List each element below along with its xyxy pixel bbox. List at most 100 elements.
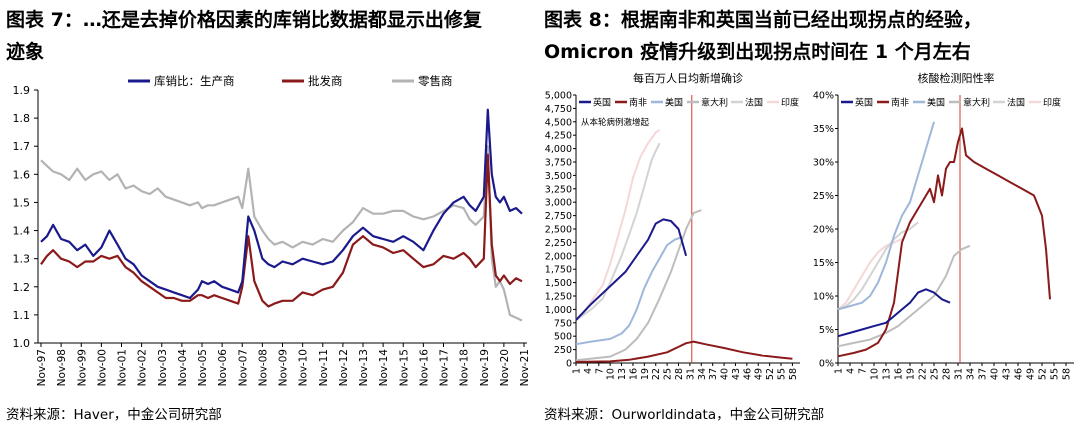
y-tick-label: 1.3	[13, 253, 31, 266]
y-tick-label: 2,750	[545, 211, 572, 222]
y-tick-label: 25%	[813, 191, 834, 202]
legend-label-4: 法国	[745, 97, 763, 109]
legend-label-3: 意大利	[701, 97, 728, 109]
y-tick-label: 4,750	[545, 104, 572, 115]
x-tick-label: Nov-99	[76, 349, 88, 386]
left-figure-panel: 图表 7：…还是去掉价格因素的库销比数据都显示出修复 迹象 1.0 1.1 1.2 1…	[0, 0, 532, 428]
x-tick-label: Nov-13	[358, 349, 370, 386]
legend-label-0: 英国	[593, 97, 611, 109]
x-tick-label: 4	[846, 368, 857, 374]
y-tick-label: 1,250	[545, 292, 572, 303]
legend-label-1: 南非	[891, 97, 909, 109]
x-tick-label: 19	[906, 368, 917, 380]
y-tick-label: 1.0	[13, 337, 31, 350]
y-tick-label: 1,750	[545, 265, 572, 276]
x-tick-label: Nov-03	[157, 349, 169, 386]
x-tick-label: Nov-08	[257, 349, 269, 386]
series-line-3	[575, 209, 702, 362]
y-tick-label: 20%	[813, 225, 834, 236]
x-tick-label: Nov-17	[439, 349, 451, 386]
series-line-4	[575, 142, 661, 321]
legend-label-2: 美国	[665, 97, 683, 109]
y-tick-label: 2,250	[545, 238, 572, 249]
x-tick-label: Nov-18	[459, 349, 471, 386]
y-tick-label: 40%	[813, 91, 834, 102]
y-tick-label: 4,000	[545, 144, 572, 155]
x-tick-label: 52	[765, 368, 776, 380]
series-line-2	[40, 145, 523, 322]
legend-label-2: 美国	[927, 97, 945, 109]
x-tick-label: 4	[583, 368, 594, 374]
y-tick-label: 250	[554, 345, 572, 356]
series-line-0	[575, 218, 688, 321]
x-tick-label: 43	[731, 368, 742, 380]
y-tick-label: 3,000	[545, 198, 572, 209]
y-tick-label: 4,250	[545, 131, 572, 142]
x-tick-label: 58	[1062, 368, 1073, 380]
x-tick-label: 22	[651, 368, 662, 380]
y-tick-label: 0%	[819, 359, 834, 370]
series-line-3	[837, 244, 971, 348]
y-tick-label: 3,250	[545, 184, 572, 195]
y-tick-label: 1.2	[13, 281, 31, 294]
chart-title: 核酸检测阳性率	[918, 71, 995, 85]
y-tick-label: 1.5	[13, 196, 31, 209]
x-tick-label: 55	[777, 368, 788, 380]
x-tick-label: Nov-09	[278, 349, 290, 386]
x-tick-label: 28	[942, 368, 953, 380]
x-tick-label: 7	[858, 368, 869, 374]
legend-label-4: 法国	[1007, 97, 1025, 109]
legend-label-3: 意大利	[963, 97, 990, 109]
series-line-0	[40, 108, 523, 300]
x-tick-label: 40	[990, 368, 1001, 380]
x-tick-label: Nov-06	[217, 349, 229, 387]
x-tick-label: 46	[1014, 368, 1025, 380]
daily-cases-chart: 每百万人日均新增确诊 0 250 500 750 1,000 1,250 1,500 1,750…	[545, 71, 800, 380]
x-tick-label: 31	[954, 368, 965, 380]
y-tick-label: 500	[554, 332, 572, 343]
x-tick-label: 19	[640, 368, 651, 380]
x-tick-label: Nov-02	[137, 349, 149, 386]
x-tick-label: Nov-01	[117, 349, 129, 386]
y-tick-label: 5%	[819, 325, 834, 336]
series-line-4	[837, 221, 919, 311]
right-figure-title-line1: 图表 8：根据南非和英国当前已经出现拐点的经验，	[544, 9, 982, 31]
x-tick-label: Nov-04	[177, 349, 189, 387]
series-line-1	[40, 153, 523, 308]
x-tick-label: 7	[594, 368, 605, 374]
x-tick-label: 25	[930, 368, 941, 380]
x-tick-label: 34	[697, 368, 708, 380]
series-line-5	[575, 128, 661, 321]
x-tick-label: 43	[1002, 368, 1013, 380]
y-tick-label: 3,500	[545, 171, 572, 182]
y-tick-label: 30%	[813, 158, 834, 169]
right-source-note: 资料来源：Ourworldindata，中金公司研究部	[544, 407, 825, 423]
x-tick-label: 49	[1026, 368, 1037, 380]
x-tick-label: 28	[674, 368, 685, 380]
y-tick-label: 1.1	[13, 309, 31, 322]
x-tick-label: Nov-16	[418, 349, 430, 387]
x-tick-label: 31	[685, 368, 696, 380]
left-figure-title-line1: 图表 7：…还是去掉价格因素的库销比数据都显示出修复	[6, 9, 482, 31]
x-tick-label: Nov-14	[378, 349, 390, 387]
x-tick-label: 25	[663, 368, 674, 380]
series-line-2	[837, 121, 935, 311]
left-source-note: 资料来源：Haver，中金公司研究部	[6, 407, 222, 423]
x-tick-label: 58	[788, 368, 799, 380]
y-tick-label: 1.9	[13, 84, 31, 97]
x-tick-label: Nov-20	[499, 349, 511, 386]
legend-label-1: 南非	[629, 97, 647, 109]
legend-label-0: 库销比：生产商	[154, 74, 235, 88]
y-tick-label: 2,500	[545, 225, 572, 236]
x-tick-label: Nov-10	[298, 349, 310, 386]
x-tick-label: 22	[918, 368, 929, 380]
legend-label-5: 印度	[1043, 97, 1061, 109]
series-line-2	[575, 236, 683, 346]
x-tick-label: 10	[606, 368, 617, 380]
x-tick-label: 10	[870, 368, 881, 380]
y-tick-label: 1,000	[545, 305, 572, 316]
chart-annotation: 从本轮病例激增起	[581, 117, 650, 128]
x-tick-label: 40	[720, 368, 731, 380]
x-tick-label: Nov-12	[338, 349, 350, 386]
